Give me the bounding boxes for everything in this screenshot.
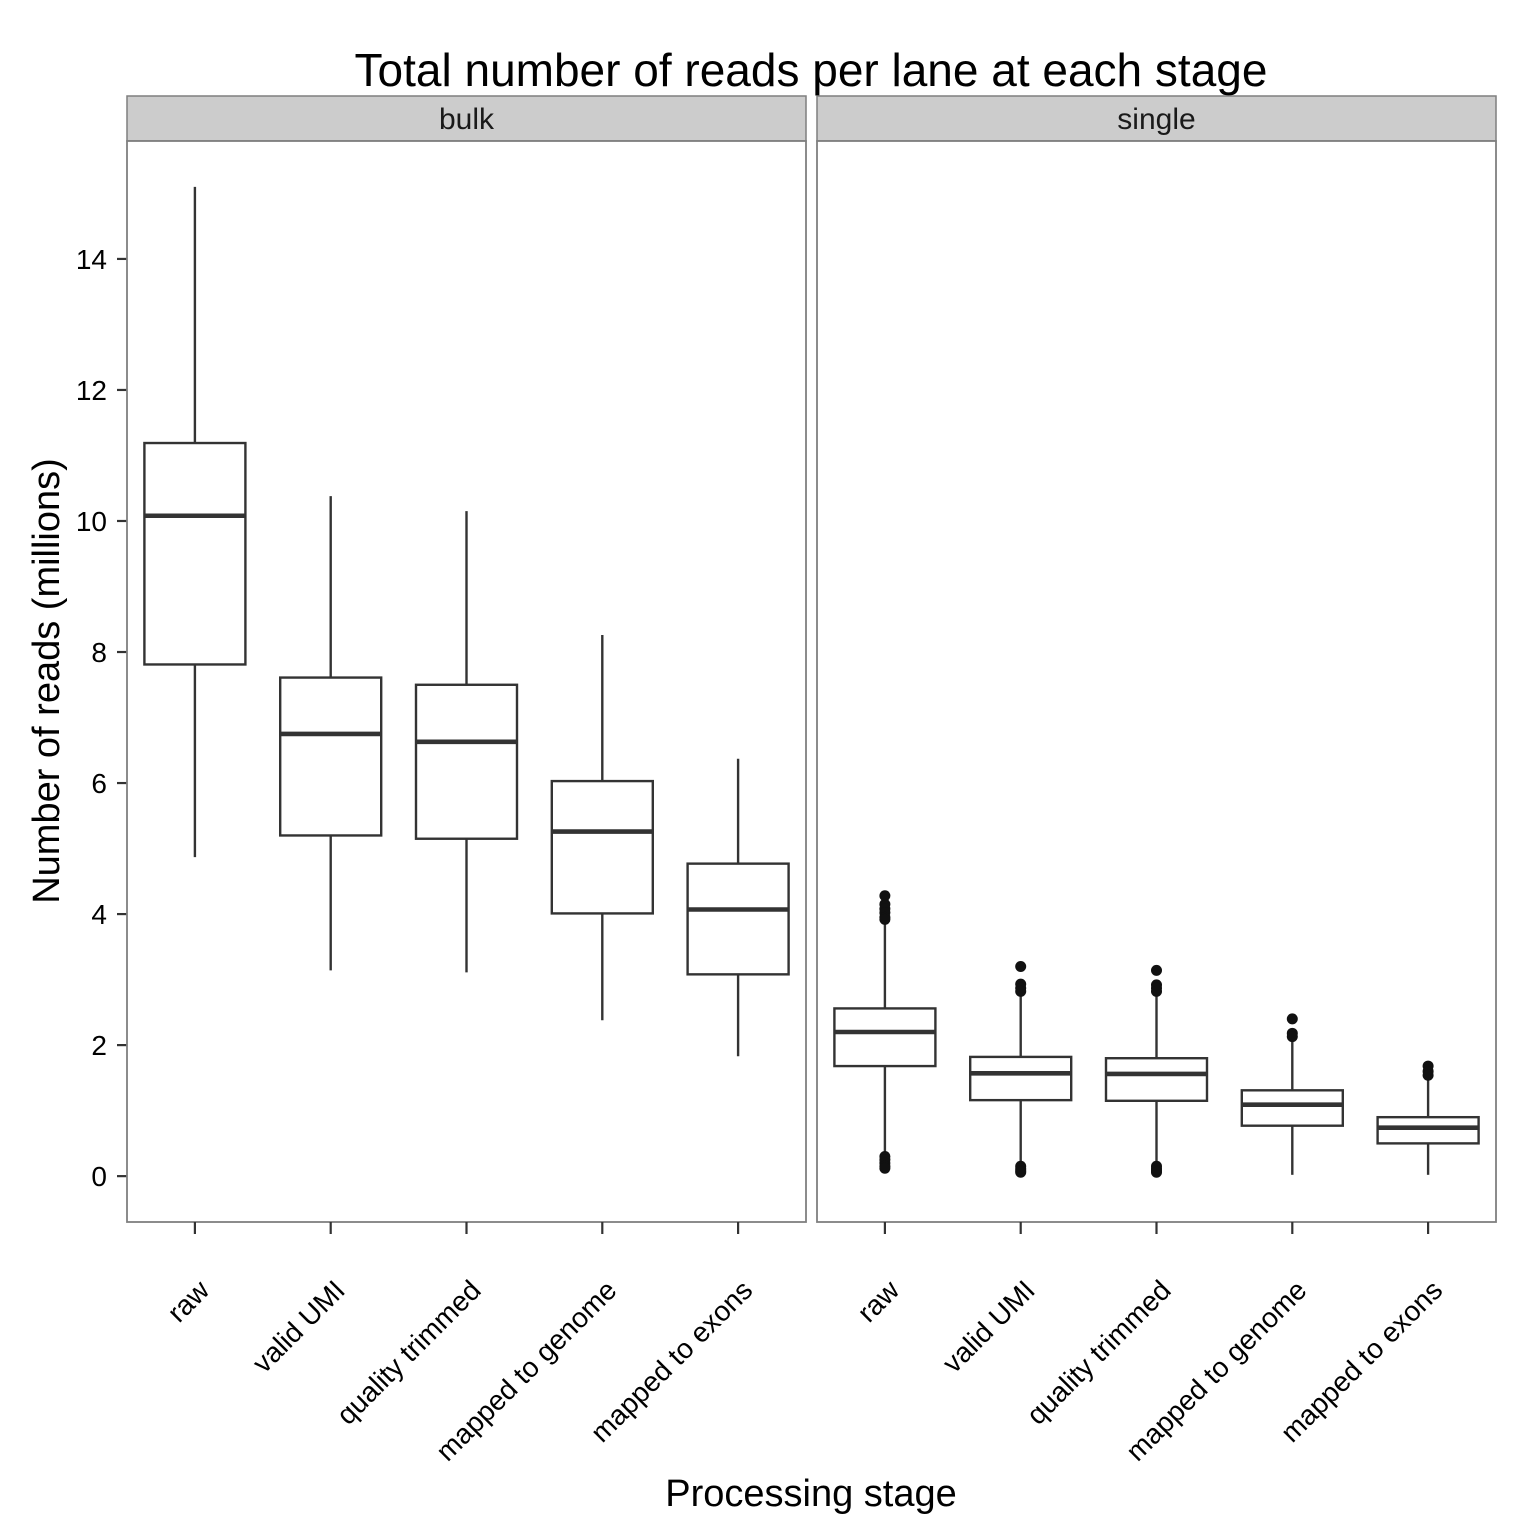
x-tick-label: quality trimmed: [1021, 1274, 1177, 1430]
y-tick-label: 14: [76, 244, 107, 275]
box-raw: [833, 890, 937, 1174]
outlier-point: [1151, 1166, 1162, 1178]
outlier-point: [1015, 960, 1027, 972]
iqr-box: [969, 1055, 1073, 1102]
y-tick-label: 2: [91, 1030, 107, 1061]
outlier-point: [1151, 964, 1162, 976]
strip-label: single: [1117, 103, 1195, 136]
x-tick-label: raw: [161, 1274, 215, 1328]
box-quality-trimmed: [414, 511, 519, 973]
box-quality-trimmed: [1104, 964, 1209, 1178]
box-valid-UMI: [969, 960, 1073, 1178]
outlier-point: [879, 913, 891, 925]
iqr-box: [1240, 1089, 1345, 1127]
outlier-point: [1286, 1031, 1298, 1043]
box-mapped-to-genome: [1240, 1013, 1345, 1175]
strip-label: bulk: [439, 103, 495, 136]
strip-bulk: [126, 95, 807, 142]
box-mapped-to-exons: [1376, 1060, 1480, 1175]
y-tick-label: 4: [91, 899, 107, 930]
box-valid-UMI: [279, 496, 383, 971]
strip-single: [816, 95, 1497, 142]
box-mapped-to-genome: [550, 634, 654, 1021]
iqr-box: [833, 1007, 937, 1068]
iqr-box: [550, 779, 654, 915]
outlier-point: [1015, 1166, 1027, 1178]
y-tick-label: 6: [91, 768, 107, 799]
y-axis-title: Number of reads (millions): [26, 458, 68, 904]
chart-title: Total number of reads per lane at each s…: [355, 44, 1268, 96]
outlier-point: [1151, 985, 1162, 997]
box-raw: [143, 186, 247, 858]
outlier-point: [1422, 1069, 1434, 1081]
iqr-box: [414, 683, 519, 840]
x-tick-label: valid UMI: [247, 1274, 351, 1378]
iqr-box: [1376, 1115, 1480, 1145]
outlier-point: [879, 890, 891, 902]
outlier-point: [879, 1162, 891, 1174]
y-tick-label: 0: [91, 1161, 107, 1192]
y-tick-label: 12: [76, 375, 107, 406]
iqr-box: [1104, 1057, 1209, 1102]
iqr-box: [686, 862, 790, 976]
iqr-box: [143, 441, 247, 666]
outlier-point: [1015, 985, 1027, 997]
iqr-box: [279, 676, 383, 837]
x-tick-label: quality trimmed: [331, 1274, 487, 1430]
x-tick-label: valid UMI: [937, 1274, 1041, 1378]
y-tick-label: 8: [91, 637, 107, 668]
x-tick-label: raw: [851, 1274, 905, 1328]
y-tick-label: 10: [76, 506, 107, 537]
box-mapped-to-exons: [686, 758, 790, 1057]
x-axis-title: Processing stage: [665, 1473, 957, 1515]
outlier-point: [1286, 1013, 1298, 1025]
